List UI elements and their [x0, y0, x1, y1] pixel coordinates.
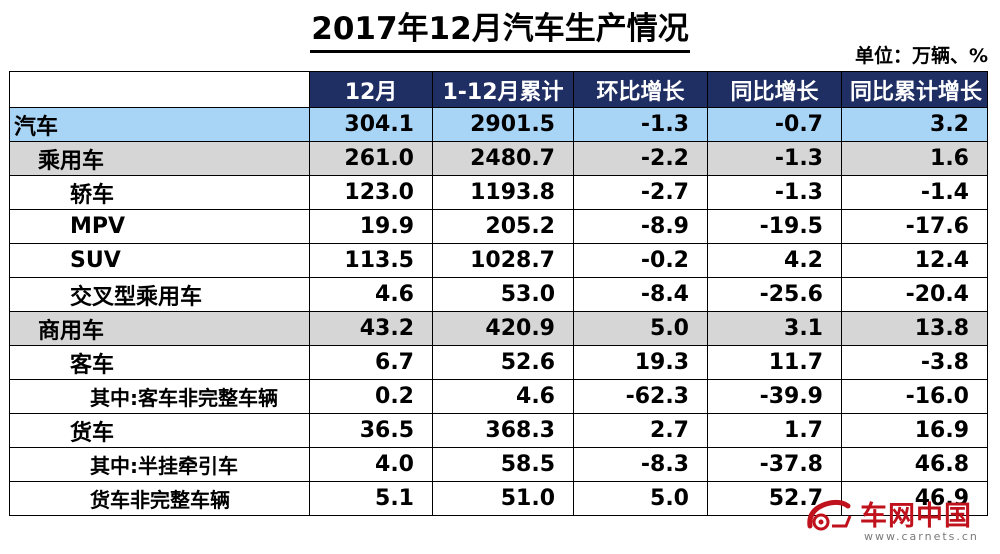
cell-cumulative: 368.3 [432, 413, 574, 448]
cell-yoy: 3.1 [707, 311, 842, 346]
cell-yoy-cumulative: -16.0 [841, 379, 988, 414]
cell-month: 304.1 [309, 107, 433, 142]
table-row: 货车非完整车辆 5.1 51.0 5.0 52.7 46.9 [9, 481, 988, 516]
cell-yoy-cumulative: 46.8 [841, 447, 988, 482]
table-row: MPV 19.9 205.2 -8.9 -19.5 -17.6 [9, 209, 988, 244]
table-row-cars-total: 汽车 304.1 2901.5 -1.3 -0.7 3.2 [9, 107, 988, 142]
cell-mom: -8.4 [573, 277, 708, 312]
cell-cumulative: 1028.7 [432, 243, 574, 278]
cell-yoy-cumulative: 1.6 [841, 141, 988, 176]
cell-mom: 5.0 [573, 311, 708, 346]
cell-cumulative: 51.0 [432, 481, 574, 516]
unit-label: 单位：万辆、% [854, 45, 988, 67]
row-label: 货车 [9, 413, 310, 448]
production-table: 12月 1-12月累计 环比增长 同比增长 同比累计增长 汽车 304.1 29… [9, 71, 988, 516]
cell-yoy: 52.7 [707, 481, 842, 516]
cell-mom: -2.7 [573, 175, 708, 210]
row-label: SUV [9, 243, 310, 278]
cell-yoy-cumulative: -20.4 [841, 277, 988, 312]
watermark-url: www.carnets.cn [864, 530, 979, 543]
row-label: 其中:半挂牵引车 [9, 447, 310, 482]
cell-yoy: -0.7 [707, 107, 842, 142]
table-row: 轿车 123.0 1193.8 -2.7 -1.3 -1.4 [9, 175, 988, 210]
cell-yoy-cumulative: 3.2 [841, 107, 988, 142]
cell-cumulative: 1193.8 [432, 175, 574, 210]
cell-yoy-cumulative: -17.6 [841, 209, 988, 244]
cell-yoy: -1.3 [707, 175, 842, 210]
cell-mom: -1.3 [573, 107, 708, 142]
row-label: 客车 [9, 345, 310, 380]
cell-month: 36.5 [309, 413, 433, 448]
header-blank [9, 71, 310, 108]
cell-cumulative: 2901.5 [432, 107, 574, 142]
cell-mom: 2.7 [573, 413, 708, 448]
cell-yoy: -25.6 [707, 277, 842, 312]
cell-month: 123.0 [309, 175, 433, 210]
cell-month: 261.0 [309, 141, 433, 176]
header-yoy-growth: 同比增长 [707, 71, 842, 108]
table-row: SUV 113.5 1028.7 -0.2 4.2 12.4 [9, 243, 988, 278]
header-month: 12月 [309, 71, 433, 108]
cell-month: 0.2 [309, 379, 433, 414]
cell-month: 4.6 [309, 277, 433, 312]
cell-cumulative: 52.6 [432, 345, 574, 380]
row-label: 商用车 [9, 311, 310, 346]
cell-mom: 19.3 [573, 345, 708, 380]
table-row: 其中:客车非完整车辆 0.2 4.6 -62.3 -39.9 -16.0 [9, 379, 988, 414]
cell-yoy-cumulative: 16.9 [841, 413, 988, 448]
table-row: 其中:半挂牵引车 4.0 58.5 -8.3 -37.8 46.8 [9, 447, 988, 482]
header-mom-growth: 环比增长 [573, 71, 708, 108]
watermark-text: 车网中国 [860, 501, 972, 532]
cell-yoy: 11.7 [707, 345, 842, 380]
table-row-passenger: 乘用车 261.0 2480.7 -2.2 -1.3 1.6 [9, 141, 988, 176]
header-cumulative: 1-12月累计 [432, 71, 574, 108]
cell-month: 113.5 [309, 243, 433, 278]
cell-yoy: -19.5 [707, 209, 842, 244]
cell-mom: -2.2 [573, 141, 708, 176]
cell-month: 5.1 [309, 481, 433, 516]
cell-month: 4.0 [309, 447, 433, 482]
cell-mom: -8.3 [573, 447, 708, 482]
cell-cumulative: 53.0 [432, 277, 574, 312]
row-label: 轿车 [9, 175, 310, 210]
cell-mom: 5.0 [573, 481, 708, 516]
cell-yoy-cumulative: -1.4 [841, 175, 988, 210]
cell-cumulative: 205.2 [432, 209, 574, 244]
cell-mom: -62.3 [573, 379, 708, 414]
row-label: MPV [9, 209, 310, 244]
carnets-logo-icon [807, 499, 852, 531]
table-row: 客车 6.7 52.6 19.3 11.7 -3.8 [9, 345, 988, 380]
cell-cumulative: 4.6 [432, 379, 574, 414]
row-label: 货车非完整车辆 [9, 481, 310, 516]
row-label: 乘用车 [9, 141, 310, 176]
cell-cumulative: 2480.7 [432, 141, 574, 176]
cell-yoy-cumulative: 46.9 [841, 481, 988, 516]
cell-yoy-cumulative: -3.8 [841, 345, 988, 380]
page-title: 2017年12月汽车生产情况 [310, 10, 690, 53]
cell-yoy-cumulative: 13.8 [841, 311, 988, 346]
cell-yoy: -39.9 [707, 379, 842, 414]
row-label: 汽车 [9, 107, 310, 142]
cell-yoy: 1.7 [707, 413, 842, 448]
table-row-commercial: 商用车 43.2 420.9 5.0 3.1 13.8 [9, 311, 988, 346]
cell-month: 43.2 [309, 311, 433, 346]
cell-yoy: 4.2 [707, 243, 842, 278]
watermark: 车网中国 www.carnets.cn [804, 494, 994, 550]
cell-mom: -0.2 [573, 243, 708, 278]
cell-month: 6.7 [309, 345, 433, 380]
cell-month: 19.9 [309, 209, 433, 244]
header-yoy-cumulative-growth: 同比累计增长 [841, 71, 988, 108]
row-label: 其中:客车非完整车辆 [9, 379, 310, 414]
header-row: 12月 1-12月累计 环比增长 同比增长 同比累计增长 [9, 71, 988, 108]
table-row: 交叉型乘用车 4.6 53.0 -8.4 -25.6 -20.4 [9, 277, 988, 312]
cell-yoy: -37.8 [707, 447, 842, 482]
table-row: 货车 36.5 368.3 2.7 1.7 16.9 [9, 413, 988, 448]
cell-cumulative: 58.5 [432, 447, 574, 482]
cell-mom: -8.9 [573, 209, 708, 244]
cell-yoy: -1.3 [707, 141, 842, 176]
cell-yoy-cumulative: 12.4 [841, 243, 988, 278]
row-label: 交叉型乘用车 [9, 277, 310, 312]
cell-cumulative: 420.9 [432, 311, 574, 346]
